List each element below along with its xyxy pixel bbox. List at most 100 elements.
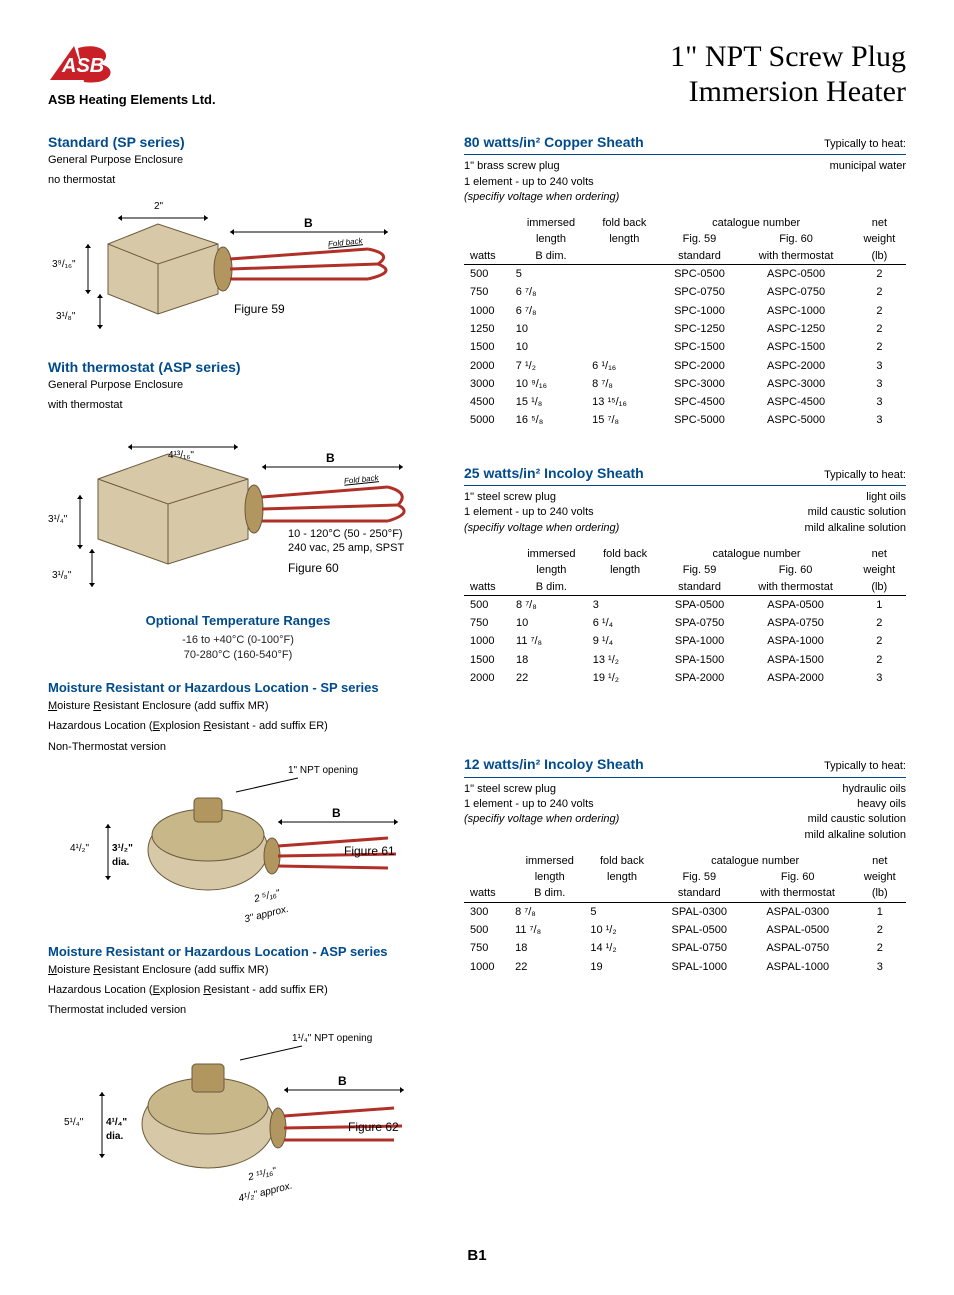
asp-sub1: General Purpose Enclosure bbox=[48, 378, 428, 392]
asp-heading: With thermostat (ASP series) bbox=[48, 358, 428, 376]
figure-60: 4¹³/₁₆" 3¹/₄" 3¹/₈" B Fold back 10 - 120… bbox=[48, 419, 428, 599]
table-row: 7506 ⁷/₈SPC-0750ASPC-07502 bbox=[464, 283, 906, 301]
figure-59: 2" 3⁹/₁₆" 3¹/₈" B Fold back Figure 59 bbox=[48, 194, 428, 344]
spec2-head-l: 25 watts/in² Incoloy Sheath bbox=[464, 464, 644, 482]
table-row: 10002219SPAL-1000ASPAL-10003 bbox=[464, 958, 906, 976]
spec1: 80 watts/in² Copper Sheath Typically to … bbox=[464, 133, 906, 430]
standard-sub1: General Purpose Enclosure bbox=[48, 153, 428, 167]
company-name: ASB Heating Elements Ltd. bbox=[48, 92, 216, 109]
standard-heading: Standard (SP series) bbox=[48, 133, 428, 151]
mrasp-l1: Moisture Resistant Enclosure (add suffix… bbox=[48, 963, 428, 977]
mrasp-b: B bbox=[338, 1074, 347, 1090]
mrsp-npt: 1" NPT opening bbox=[288, 764, 358, 777]
spec2: 25 watts/in² Incoloy Sheath Typically to… bbox=[464, 464, 906, 688]
right-column: 80 watts/in² Copper Sheath Typically to … bbox=[464, 133, 906, 1218]
temp-r1: -16 to +40°C (0-100°F) bbox=[48, 633, 428, 647]
spec2-sr2: mild caustic solution bbox=[805, 505, 907, 519]
asp-dim-mid: 3¹/₄" bbox=[48, 513, 67, 526]
temp-r2: 70-280°C (160-540°F) bbox=[48, 648, 428, 662]
table-row: 3008 ⁷/₈5SPAL-0300ASPAL-03001 bbox=[464, 902, 906, 921]
spec2-sl2: 1 element - up to 240 volts bbox=[464, 505, 619, 519]
spec3-sr4: mild alkaline solution bbox=[805, 828, 907, 842]
table-row: 125010SPC-1250ASPC-12502 bbox=[464, 320, 906, 338]
svg-text:ASB: ASB bbox=[61, 55, 104, 77]
dim-top: 2" bbox=[154, 200, 163, 213]
spec3-head-l: 12 watts/in² Incoloy Sheath bbox=[464, 755, 644, 773]
standard-sub2: no thermostat bbox=[48, 173, 428, 187]
table-row: 5008 ⁷/₈3SPA-0500ASPA-05001 bbox=[464, 595, 906, 614]
mrsp-l3: Non-Thermostat version bbox=[48, 740, 428, 754]
temp-heading: Optional Temperature Ranges bbox=[48, 613, 428, 630]
mrsp-d2: 3¹/₂" bbox=[112, 842, 133, 855]
spec1-head-r: Typically to heat: bbox=[824, 137, 906, 151]
table-row: 500016 ⁵/₈15 ⁷/₈SPC-5000ASPC-50003 bbox=[464, 411, 906, 429]
page-number: B1 bbox=[48, 1246, 906, 1266]
fig61-label: Figure 61 bbox=[344, 844, 395, 860]
dim-bot: 3¹/₈" bbox=[56, 310, 75, 323]
table-row: 300010 ⁹/₁₆8 ⁷/₈SPC-3000ASPC-30003 bbox=[464, 375, 906, 393]
mrsp-l1: Moisture Resistant Enclosure (add suffix… bbox=[48, 699, 428, 713]
temp-ranges: Optional Temperature Ranges -16 to +40°C… bbox=[48, 613, 428, 662]
spec2-table: wattsimmersedfold backcatalogue numberne… bbox=[464, 546, 906, 687]
table-row: 750106 ¹/₄SPA-0750ASPA-07502 bbox=[464, 614, 906, 632]
asp-note2: 240 vac, 25 amp, SPST bbox=[288, 541, 404, 555]
figure-61: 1" NPT opening B 4¹/₂" 3¹/₂" dia. 2 ⁵/₁₆… bbox=[48, 760, 428, 930]
fig60-label: Figure 60 bbox=[288, 561, 339, 577]
spec1-head-l: 80 watts/in² Copper Sheath bbox=[464, 133, 644, 151]
mrsp-b: B bbox=[332, 806, 341, 822]
asp-note1: 10 - 120°C (50 - 250°F) bbox=[288, 527, 403, 541]
spec3-table: wattsimmersedfold backcatalogue numberne… bbox=[464, 853, 906, 976]
mrsp-l2: Hazardous Location (Explosion Resistant … bbox=[48, 719, 428, 733]
spec1-sl1: 1" brass screw plug bbox=[464, 159, 619, 173]
table-row: 450015 ¹/₈13 ¹⁵/₁₆SPC-4500ASPC-45003 bbox=[464, 393, 906, 411]
spec2-sr3: mild alkaline solution bbox=[805, 521, 907, 535]
table-row: 100011 ⁷/₈9 ¹/₄SPA-1000ASPA-10002 bbox=[464, 632, 906, 650]
mrasp-npt: 1¹/₄" NPT opening bbox=[292, 1032, 372, 1045]
spec3-sr2: heavy oils bbox=[805, 797, 907, 811]
title-line-2: Immersion Heater bbox=[670, 75, 906, 110]
mrasp-l2: Hazardous Location (Explosion Resistant … bbox=[48, 983, 428, 997]
spec3-sr3: mild caustic solution bbox=[805, 812, 907, 826]
table-row: 15001813 ¹/₂SPA-1500ASPA-15002 bbox=[464, 651, 906, 669]
fig62-label: Figure 62 bbox=[348, 1120, 399, 1136]
table-row: 10006 ⁷/₈SPC-1000ASPC-10002 bbox=[464, 302, 906, 320]
spec3: 12 watts/in² Incoloy Sheath Typically to… bbox=[464, 755, 906, 976]
table-row: 5005SPC-0500ASPC-05002 bbox=[464, 265, 906, 284]
spec1-sl3: (specifiy voltage when ordering) bbox=[464, 190, 619, 204]
left-column: Standard (SP series) General Purpose Enc… bbox=[48, 133, 428, 1218]
spec2-sr1: light oils bbox=[805, 490, 907, 504]
spec3-sl3: (specifiy voltage when ordering) bbox=[464, 812, 619, 826]
asp-dim-top: 4¹³/₁₆" bbox=[168, 449, 194, 462]
table-row: 150010SPC-1500ASPC-15002 bbox=[464, 338, 906, 356]
page-header: ASB ASB Heating Elements Ltd. 1" NPT Scr… bbox=[48, 40, 906, 109]
table-row: 7501814 ¹/₂SPAL-0750ASPAL-07502 bbox=[464, 939, 906, 957]
mrsp-d1: 4¹/₂" bbox=[70, 842, 89, 855]
asp-b: B bbox=[326, 451, 335, 467]
mrasp-l3: Thermostat included version bbox=[48, 1003, 428, 1017]
table-row: 20007 ¹/₂6 ¹/₁₆SPC-2000ASPC-20003 bbox=[464, 357, 906, 375]
spec1-table: wattsimmersedfold backcatalogue numberne… bbox=[464, 215, 906, 430]
mrasp-heading: Moisture Resistant or Hazardous Location… bbox=[48, 944, 428, 961]
figure-62: 1¹/₄" NPT opening B 5¹/₄" 4¹/₄" dia. 2 ¹… bbox=[48, 1024, 428, 1204]
mrsp-heading: Moisture Resistant or Hazardous Location… bbox=[48, 680, 428, 697]
product-title: 1" NPT Screw Plug Immersion Heater bbox=[670, 40, 906, 109]
mrasp-d1: 5¹/₄" bbox=[64, 1116, 83, 1129]
title-line-1: 1" NPT Screw Plug bbox=[670, 40, 906, 75]
fig59-label: Figure 59 bbox=[234, 302, 285, 318]
b-label: B bbox=[304, 216, 313, 232]
asp-dim-bot: 3¹/₈" bbox=[52, 569, 71, 582]
table-row: 50011 ⁷/₈10 ¹/₂SPAL-0500ASPAL-05002 bbox=[464, 921, 906, 939]
spec2-sl3: (specifiy voltage when ordering) bbox=[464, 521, 619, 535]
logo-block: ASB ASB Heating Elements Ltd. bbox=[48, 40, 216, 109]
asp-sub2: with thermostat bbox=[48, 398, 428, 412]
mrasp-d3: dia. bbox=[106, 1130, 123, 1143]
dim-mid: 3⁹/₁₆" bbox=[52, 258, 76, 271]
logo-icon: ASB bbox=[48, 40, 132, 88]
spec3-sr1: hydraulic oils bbox=[805, 782, 907, 796]
spec1-sr1: municipal water bbox=[830, 159, 906, 173]
mrasp-d2: 4¹/₄" bbox=[106, 1116, 127, 1129]
spec2-head-r: Typically to heat: bbox=[824, 468, 906, 482]
spec3-sl1: 1" steel screw plug bbox=[464, 782, 619, 796]
table-row: 20002219 ¹/₂SPA-2000ASPA-20003 bbox=[464, 669, 906, 687]
spec1-sl2: 1 element - up to 240 volts bbox=[464, 175, 619, 189]
